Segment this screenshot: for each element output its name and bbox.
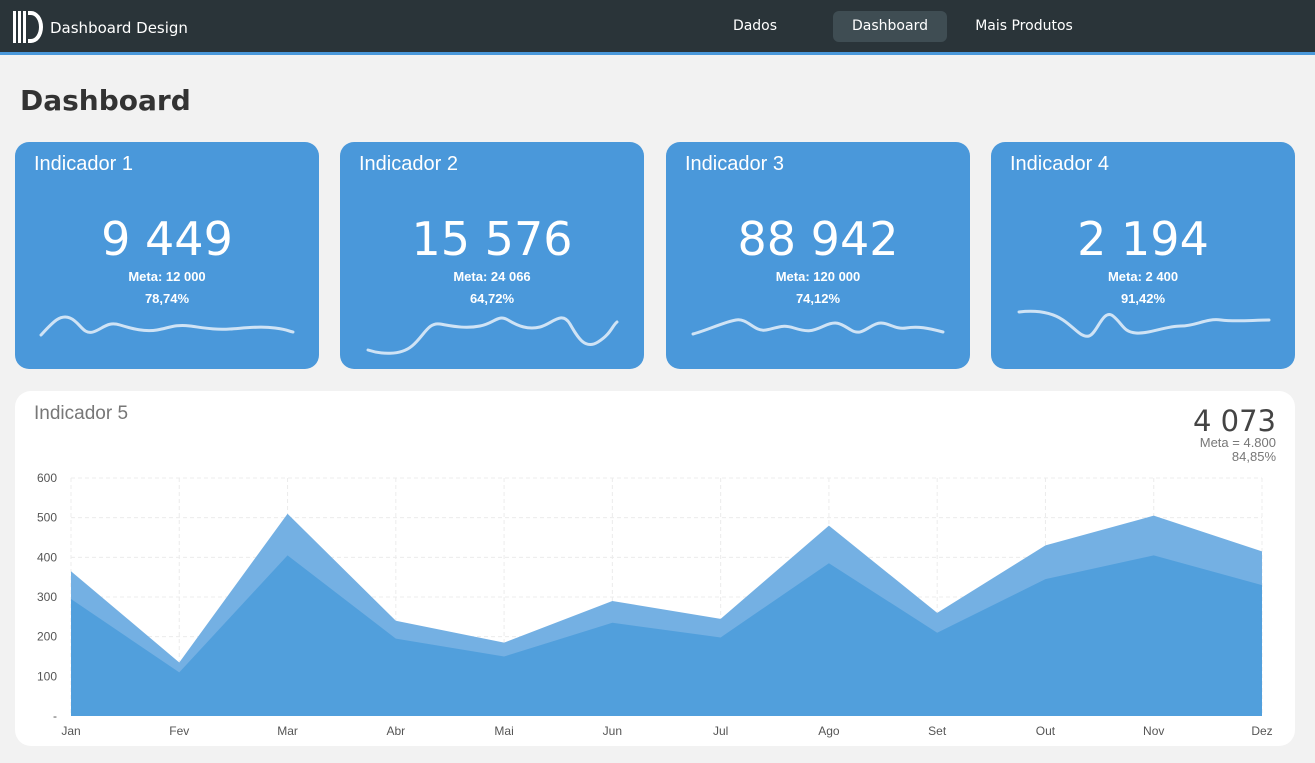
card-title: Indicador 3 <box>685 153 784 175</box>
x-tick-label: Nov <box>1143 724 1164 738</box>
sparkline <box>366 316 619 355</box>
sparkline <box>39 315 295 337</box>
x-tick-label: Dez <box>1251 724 1272 738</box>
card-title: Indicador 1 <box>34 153 133 175</box>
nav-mais-produtos[interactable]: Mais Produtos <box>975 18 1073 34</box>
x-tick-label: Ago <box>818 724 840 738</box>
card-meta: Meta: 24 066 <box>453 269 531 284</box>
sparkline <box>1017 309 1271 338</box>
card-value: 9 449 <box>101 212 233 266</box>
sparkline <box>691 318 945 336</box>
x-tick-label: Out <box>1036 724 1056 738</box>
card-value: 2 194 <box>1077 212 1209 266</box>
y-tick-label: 400 <box>37 550 57 564</box>
card-meta: Meta: 2 400 <box>1107 269 1179 284</box>
y-tick-label: 600 <box>37 471 57 485</box>
card-percentage: 64,72% <box>469 291 515 306</box>
card-percentage: 74,12% <box>795 291 841 306</box>
x-tick-label: Fev <box>169 724 189 738</box>
indicator-card-4: Indicador 4 2 194 Meta: 2 400 91,42% <box>991 142 1295 369</box>
page-title: Dashboard <box>20 84 191 117</box>
x-tick-label: Jul <box>713 724 728 738</box>
top-navbar: Dashboard Design Dados Dashboard Mais Pr… <box>0 0 1315 55</box>
card-meta: Meta: 120 000 <box>775 269 861 284</box>
x-tick-label: Jan <box>61 724 80 738</box>
panel-meta: Meta = 4.800 <box>1199 435 1276 450</box>
x-tick-label: Abr <box>386 724 405 738</box>
indicator-card-2: Indicador 2 15 576 Meta: 24 066 64,72% <box>340 142 644 369</box>
y-tick-label: 500 <box>37 511 57 525</box>
panel-title: Indicador 5 <box>34 403 129 424</box>
card-title: Indicador 4 <box>1010 153 1109 175</box>
nav-dados[interactable]: Dados <box>732 18 778 34</box>
y-tick-label: - <box>53 709 57 723</box>
dashboard-logo-icon <box>13 11 43 43</box>
card-percentage: 78,74% <box>144 291 190 306</box>
card-percentage: 91,42% <box>1120 291 1166 306</box>
card-value: 15 576 <box>411 212 573 266</box>
area-series-2 <box>71 555 1262 716</box>
card-meta: Meta: 12 000 <box>128 269 206 284</box>
y-tick-label: 100 <box>37 669 57 683</box>
x-tick-label: Mar <box>277 724 298 738</box>
indicator-card-1: Indicador 1 9 449 Meta: 12 000 78,74% <box>15 142 319 369</box>
y-tick-label: 200 <box>37 630 57 644</box>
card-value: 88 942 <box>737 212 899 266</box>
area-chart: - 100 200 300 400 500 600 Jan Fev Mar Abr Mai Jun Jul… <box>37 471 1273 738</box>
x-tick-label: Jun <box>603 724 622 738</box>
panel-value: 4 073 <box>1192 404 1276 438</box>
indicator-panel-5: - 100 200 300 400 500 600 Jan Fev Mar Abr Mai Jun Jul… <box>15 391 1295 746</box>
card-title: Indicador 2 <box>359 153 458 175</box>
y-tick-label: 300 <box>37 590 57 604</box>
nav-dashboard[interactable]: Dashboard <box>833 11 947 42</box>
brand-name: Dashboard Design <box>50 19 188 37</box>
indicator-card-3: Indicador 3 88 942 Meta: 120 000 74,12% <box>666 142 970 369</box>
x-tick-label: Mai <box>494 724 513 738</box>
x-tick-label: Set <box>928 724 947 738</box>
panel-percentage: 84,85% <box>1231 449 1276 464</box>
